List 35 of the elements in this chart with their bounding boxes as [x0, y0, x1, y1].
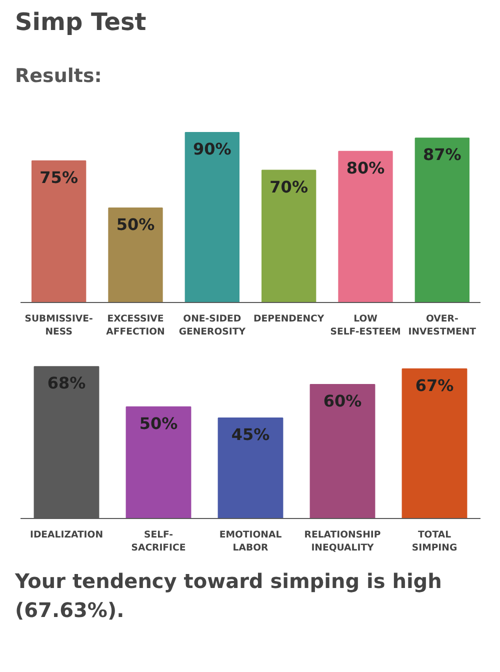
x-tick-label: SELF- SACRIFICE — [131, 530, 186, 554]
bar — [218, 418, 284, 518]
x-tick-label: OVER- INVESTMENT — [408, 314, 477, 338]
text: Your tendency toward simping is high (67.63%). — [15, 568, 443, 624]
bar — [184, 132, 240, 302]
bar — [32, 160, 86, 302]
x-tick-label: RELATIONSHIP INEQUALITY — [304, 530, 381, 554]
x-tick-label: SUBMISSIVE- NESS — [24, 314, 94, 338]
data-label: 80% — [346, 158, 385, 178]
x-tick-label: LOW SELF-ESTEEM — [330, 314, 401, 338]
data-label: 45% — [231, 425, 270, 444]
chart-title: Simp Test — [15, 7, 146, 38]
data-label: 87% — [423, 145, 462, 164]
data-label: 60% — [323, 392, 362, 411]
x-tick-label: TOTAL SIMPING — [412, 530, 458, 554]
x-tick-label: EXCESSIVE AFFECTION — [106, 314, 165, 338]
x-tick-label: EMOTIONAL LABOR — [219, 530, 282, 554]
bar — [402, 368, 468, 518]
data-label: 70% — [270, 177, 308, 196]
data-label: 50% — [139, 414, 178, 433]
data-label: 50% — [116, 215, 155, 234]
data-label: 75% — [40, 168, 78, 187]
bar — [414, 138, 470, 302]
bar — [338, 150, 393, 302]
data-label: 90% — [193, 140, 232, 158]
chart-subtitle: Results: — [15, 64, 102, 89]
x-tick-label: IDEALIZATION — [30, 530, 104, 540]
data-label: 67% — [415, 376, 454, 395]
data-label: 68% — [47, 374, 86, 393]
bar — [126, 406, 192, 518]
bar — [262, 170, 316, 302]
x-tick-label: DEPENDENCY — [254, 314, 324, 324]
bar — [108, 208, 163, 302]
x-tick-label: ONE-SIDED GENEROSITY — [178, 314, 246, 338]
bar — [310, 384, 376, 518]
